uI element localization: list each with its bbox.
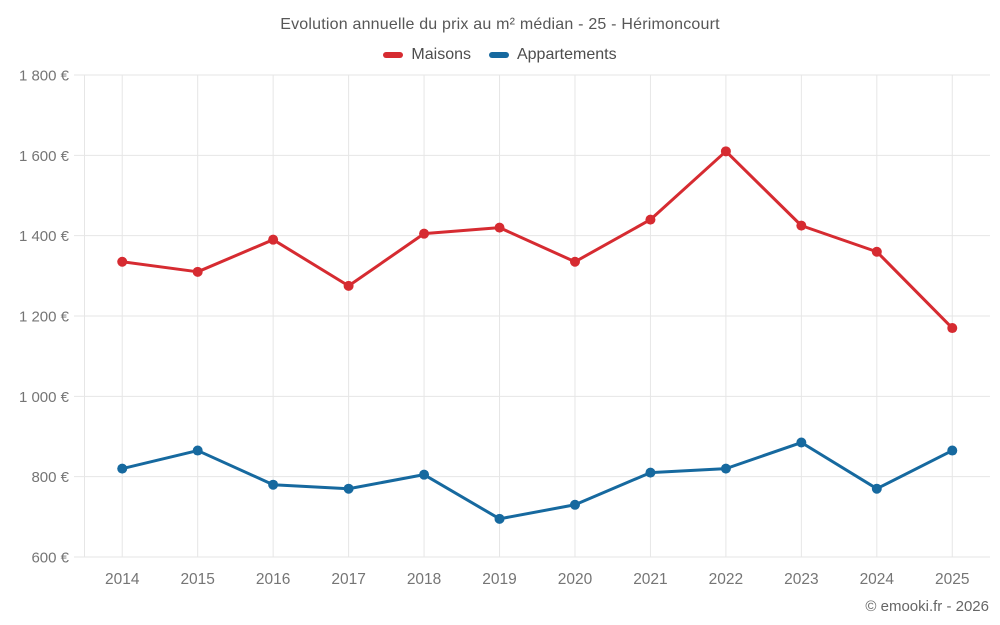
x-axis-label: 2023 [784,571,818,588]
x-axis-label: 2019 [482,571,516,588]
appartements-point-2024[interactable] [871,483,882,494]
legend-item-maisons[interactable]: Maisons [383,46,471,64]
maisons-point-2014[interactable] [117,256,128,267]
legend: Maisons Appartements [0,46,1000,64]
maisons-point-2022[interactable] [720,146,731,157]
x-axis-label: 2018 [407,571,441,588]
x-axis-label: 2014 [105,571,140,588]
maisons-point-2023[interactable] [796,220,807,231]
appartements-legend-marker [488,52,509,58]
x-axis-label: 2017 [331,571,365,588]
maisons-point-2015[interactable] [192,266,203,277]
appartements-point-2023[interactable] [796,437,807,448]
x-axis-label: 2025 [935,571,969,588]
y-axis-label: 1 000 € [19,389,70,406]
y-axis-label: 1 600 € [19,148,70,165]
y-axis-label: 1 800 € [19,68,70,85]
maisons-point-2018[interactable] [419,228,430,239]
maisons-point-2020[interactable] [569,256,580,267]
copyright-text: © emooki.fr - 2026 [865,598,989,615]
x-axis-label: 2015 [180,571,214,588]
appartements-point-2020[interactable] [569,499,580,510]
y-axis-label: 1 400 € [19,228,70,245]
maisons-point-2021[interactable] [645,214,656,225]
chart-title: Evolution annuelle du prix au m² médian … [280,16,720,33]
x-axis-label: 2021 [633,571,667,588]
maisons-point-2024[interactable] [871,246,882,257]
maisons-point-2025[interactable] [947,323,958,334]
appartements-point-2025[interactable] [947,445,958,456]
appartements-point-2015[interactable] [192,445,203,456]
maisons-point-2016[interactable] [268,234,279,245]
x-axis-label: 2016 [256,571,290,588]
maisons-legend-marker [383,52,404,58]
x-axis-label: 2022 [709,571,743,588]
appartements-point-2022[interactable] [720,463,731,474]
appartements-point-2017[interactable] [343,483,354,494]
appartements-legend-label: Appartements [516,46,617,63]
y-axis-label: 1 200 € [19,309,70,326]
x-axis-label: 2020 [558,571,593,588]
appartements-point-2019[interactable] [494,513,505,524]
appartements-point-2016[interactable] [268,479,279,490]
maisons-line [120,149,954,330]
maisons-point-2017[interactable] [343,280,354,291]
appartements-point-2014[interactable] [117,463,128,474]
x-axis-label: 2024 [860,571,895,588]
y-axis-label: 800 € [31,469,69,486]
appartements-line [120,441,954,521]
appartements-point-2021[interactable] [645,467,656,478]
maisons-legend-label: Maisons [411,46,471,63]
maisons-point-2019[interactable] [494,222,505,233]
y-axis-label: 600 € [31,550,69,567]
legend-item-appartements[interactable]: Appartements [488,46,617,64]
appartements-point-2018[interactable] [419,469,430,480]
